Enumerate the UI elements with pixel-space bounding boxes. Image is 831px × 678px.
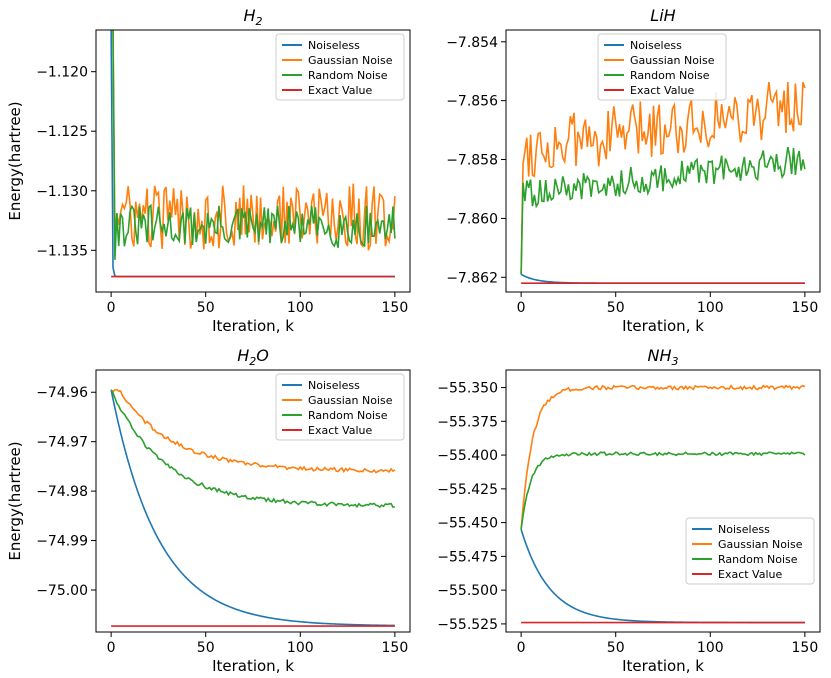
series-line-random-noise: [520, 146, 806, 275]
x-tick-label: 0: [107, 300, 116, 316]
x-tick-label: 150: [792, 640, 819, 656]
x-tick-label: 150: [382, 640, 409, 656]
chart-panel-4: 0 50 100 150 −55.525 −55.500 −55.475 −55.450 −55…: [437, 346, 821, 675]
legend-label: Gaussian Noise: [718, 538, 803, 551]
x-tick-label: 50: [197, 640, 215, 656]
x-tick-label: 50: [197, 300, 215, 316]
y-tick-label: −75.00: [36, 583, 88, 599]
legend-label: Random Noise: [718, 553, 798, 566]
y-tick-label: −55.475: [437, 549, 498, 565]
chart-title: H2O: [237, 346, 269, 368]
y-axis-label: Energy(hartree): [6, 441, 24, 560]
x-tick-label: 50: [607, 640, 625, 656]
legend-label: Exact Value: [718, 568, 782, 581]
y-tick-label: −74.99: [36, 534, 88, 550]
y-tick-label: −7.860: [446, 211, 498, 227]
x-tick-label: 100: [287, 300, 314, 316]
y-tick-label: −7.854: [446, 35, 498, 51]
legend-label: Gaussian Noise: [308, 54, 393, 67]
y-tick-label: −74.98: [36, 484, 88, 500]
y-tick-label: −7.856: [446, 94, 498, 110]
series-line-random-noise: [520, 451, 806, 530]
axes-frame: [95, 369, 411, 633]
y-axis-label: Energy(hartree): [6, 101, 24, 220]
legend-label: Random Noise: [308, 69, 388, 82]
series-line-gaussian-noise: [110, 388, 396, 474]
x-tick-label: 100: [287, 640, 314, 656]
legend-label: Noiseless: [630, 39, 682, 52]
y-tick-label: −1.135: [36, 243, 88, 259]
y-tick-label: −1.130: [36, 184, 88, 200]
series-line-gaussian-noise: [111, 30, 396, 251]
legend-label: Random Noise: [630, 69, 710, 82]
legend-box: [685, 517, 815, 585]
x-tick-label: 100: [697, 300, 724, 316]
x-tick-label: 0: [107, 640, 116, 656]
y-tick-label: −55.525: [437, 617, 498, 633]
series-line-noiseless: [110, 389, 395, 627]
axes-frame: [95, 29, 411, 293]
chart-panel-3: 0 50 100 150 −75.00 −74.99 −74.98 −74.97 −74.96 I…: [6, 346, 411, 675]
x-axis-label: Iteration, k: [622, 657, 704, 675]
x-tick-label: 0: [517, 300, 526, 316]
x-tick-label: 0: [517, 640, 526, 656]
y-tick-label: −7.858: [446, 153, 498, 169]
legend-box: [275, 373, 405, 441]
y-tick-label: −55.450: [437, 516, 498, 532]
series-line-noiseless: [520, 273, 805, 284]
x-tick-label: 150: [382, 300, 409, 316]
y-tick-label: −1.125: [36, 124, 88, 140]
legend-box: [275, 33, 405, 101]
axes-frame: [505, 29, 821, 293]
y-tick-label: −55.400: [437, 448, 498, 464]
y-tick-label: −74.97: [36, 435, 88, 451]
x-axis-label: Iteration, k: [212, 317, 294, 335]
chart-panel-1: 0 50 100 150 −1.135 −1.130 −1.125 −1.120 Iterati…: [6, 6, 411, 335]
y-tick-label: −55.425: [437, 482, 498, 498]
y-tick-label: −74.96: [36, 385, 88, 401]
y-tick-label: −55.500: [437, 583, 498, 599]
axes-frame: [505, 369, 821, 633]
chart-title: NH3: [648, 346, 679, 368]
series-line-random-noise: [110, 389, 395, 509]
y-tick-label: −55.350: [437, 381, 498, 397]
y-tick-label: −7.862: [446, 270, 498, 286]
legend-label: Noiseless: [308, 379, 360, 392]
series-line-gaussian-noise: [520, 384, 806, 530]
legend: Noiseless Gaussian Noise Random Noise Exact…: [275, 33, 405, 101]
legend: Noiseless Gaussian Noise Random Noise Exact…: [685, 517, 815, 585]
x-axis-label: Iteration, k: [212, 657, 294, 675]
chart-title: LiH: [650, 6, 675, 25]
y-tick-label: −1.120: [36, 65, 88, 81]
legend: Noiseless Gaussian Noise Random Noise Exact…: [597, 33, 727, 101]
x-tick-label: 150: [792, 300, 819, 316]
legend-label: Gaussian Noise: [630, 54, 715, 67]
x-axis-label: Iteration, k: [622, 317, 704, 335]
x-tick-label: 100: [697, 640, 724, 656]
legend-label: Exact Value: [308, 84, 372, 97]
legend-label: Noiseless: [308, 39, 360, 52]
series-line-random-noise: [111, 30, 396, 260]
legend-label: Gaussian Noise: [308, 394, 393, 407]
legend-box: [597, 33, 727, 101]
legend-label: Noiseless: [718, 523, 770, 536]
y-tick-label: −55.375: [437, 414, 498, 430]
legend-label: Random Noise: [308, 409, 388, 422]
series-line-gaussian-noise: [520, 81, 806, 275]
legend-label: Exact Value: [308, 424, 372, 437]
x-tick-label: 50: [607, 300, 625, 316]
chart-panel-2: 0 50 100 150 −7.862 −7.860 −7.858 −7.856 −7.854 I…: [446, 6, 821, 335]
legend-label: Exact Value: [630, 84, 694, 97]
legend: Noiseless Gaussian Noise Random Noise Exact…: [275, 373, 405, 441]
chart-title: H2: [243, 6, 262, 28]
